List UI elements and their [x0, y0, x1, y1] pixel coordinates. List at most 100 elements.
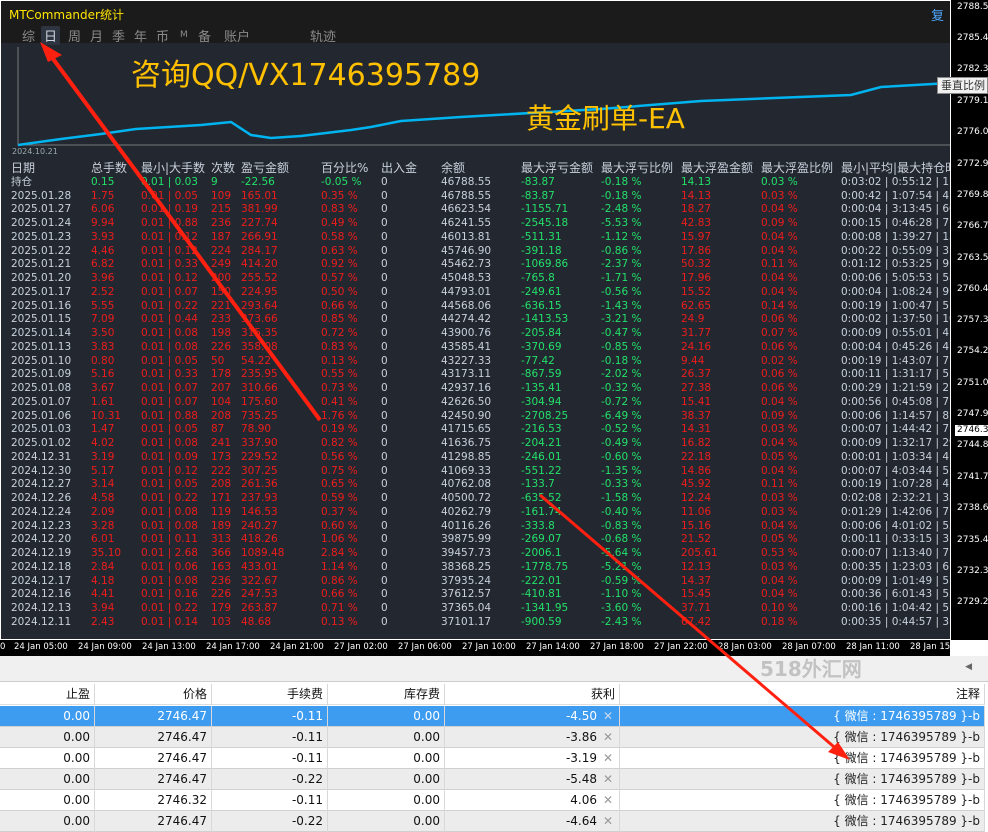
- stats-cell: 0.04 %: [761, 395, 798, 408]
- column-header-4[interactable]: 获利: [445, 684, 620, 705]
- stats-cell: 0: [381, 615, 388, 628]
- stats-cell: 2.84 %: [321, 547, 358, 559]
- tab-5[interactable]: 年: [134, 30, 148, 45]
- stats-cell: 2.09: [91, 505, 115, 518]
- stats-cell: 0: [381, 437, 388, 449]
- stats-cell: 109: [211, 189, 232, 202]
- order-cell: 0.00: [328, 706, 445, 727]
- order-row[interactable]: 0.00 2746.47 -0.22 0.00 -5.48{ 微信 : 17463957…: [0, 769, 985, 790]
- stats-cell: 0.04 %: [761, 574, 798, 587]
- stats-cell: 735.25: [241, 409, 278, 422]
- tab-10[interactable]: 轨迹: [310, 30, 337, 45]
- stats-cell: 10.31: [91, 409, 122, 422]
- stats-cell: 0.58 %: [321, 230, 358, 243]
- fold-icon[interactable]: 复: [931, 9, 945, 24]
- stats-cell: 0:01:29 | 1:42:06 | 7:31: [841, 505, 950, 518]
- stats-cell: 171: [211, 492, 232, 504]
- stats-cell: 2025.01.10: [11, 354, 72, 367]
- time-label: 27 Jan 02:00: [334, 642, 388, 652]
- stats-cell: -511.31: [521, 230, 562, 243]
- stats-cell: 22.18: [681, 450, 712, 463]
- stats-cell: 215: [211, 203, 232, 216]
- order-row[interactable]: 0.00 2746.47 -0.11 0.00 -3.19{ 微信 : 17463957…: [0, 748, 985, 769]
- price-axis[interactable]: 2788.5 2785.4 2782.3 2779.1 2776.0 2772.9 2769…: [950, 0, 988, 640]
- stats-cell: -2.02 %: [601, 368, 642, 381]
- close-order-icon[interactable]: ✕: [603, 709, 614, 723]
- tab-6[interactable]: 币: [156, 30, 170, 45]
- scroll-left-icon[interactable]: ◀: [965, 662, 972, 672]
- tab-2[interactable]: 周: [68, 30, 82, 45]
- price-label: 2785.4: [957, 33, 988, 44]
- stats-cell: 2024.12.13: [11, 602, 72, 614]
- stats-cell: 40116.26: [441, 519, 492, 532]
- stats-cell: 2024.12.26: [11, 492, 72, 504]
- stats-cell: 54.22: [241, 354, 272, 367]
- order-row[interactable]: 0.00 2746.47 -0.22 0.00 -4.64{ 微信 : 17463957…: [0, 811, 985, 832]
- stats-cell: 50: [211, 354, 225, 367]
- column-header-5[interactable]: 注释: [620, 684, 985, 705]
- close-order-icon[interactable]: ✕: [603, 814, 614, 828]
- panel-titlebar: MTCommander统计 复 综日周月季年币 M 备账户 轨迹: [1, 1, 950, 45]
- stats-cell: 0.03 %: [761, 560, 798, 573]
- close-order-icon[interactable]: ✕: [603, 751, 614, 765]
- stats-cell: -0.86 %: [601, 244, 642, 257]
- column-header-1[interactable]: 价格: [95, 684, 212, 705]
- tab-9[interactable]: 账户: [224, 30, 251, 45]
- tab-3[interactable]: 月: [90, 30, 104, 45]
- order-row[interactable]: 0.00 2746.32 -0.11 0.00 4.06{ 微信 : 174639578…: [0, 790, 985, 811]
- stats-cell: -1341.95: [521, 602, 569, 614]
- tab-1[interactable]: 日: [41, 26, 61, 45]
- stats-cell: 87: [211, 423, 225, 436]
- stats-cell: 0:00:11 | 0:33:15 | 3:22: [841, 533, 950, 546]
- order-cell: -0.11: [212, 748, 328, 769]
- stats-cell: 9.44: [681, 354, 705, 367]
- tab-4[interactable]: 季: [112, 30, 126, 45]
- stats-cell: 221: [211, 299, 232, 312]
- stats-cell: 226: [211, 340, 232, 353]
- stats-cell: 222: [211, 464, 232, 477]
- stats-header: 最大浮亏金额: [521, 161, 594, 175]
- tab-0[interactable]: 综: [22, 30, 36, 45]
- stats-cell: 0.80: [91, 354, 115, 367]
- stats-cell: 0.04 %: [761, 437, 798, 449]
- stats-cell: 0.01 | 0.19: [141, 203, 198, 216]
- stats-cell: 0: [381, 203, 388, 216]
- stats-cell: 45048.53: [441, 272, 492, 284]
- column-header-0[interactable]: 止盈: [0, 684, 95, 705]
- tab-8[interactable]: 备: [198, 30, 212, 45]
- close-order-icon[interactable]: ✕: [603, 730, 614, 744]
- stats-header: 总手数: [91, 161, 128, 175]
- column-header-3[interactable]: 库存费: [328, 684, 445, 705]
- stats-cell: 1.76 %: [321, 409, 358, 422]
- column-header-2[interactable]: 手续费: [212, 684, 328, 705]
- stats-cell: 0: [381, 478, 388, 491]
- time-label: 0: [0, 642, 6, 652]
- stats-cell: 0.83 %: [321, 203, 358, 216]
- stats-header: 日期: [11, 161, 36, 175]
- stats-cell: 418.26: [241, 533, 278, 546]
- stats-cell: 0:00:19 | 1:43:07 | 7:22: [841, 354, 950, 367]
- close-order-icon[interactable]: ✕: [603, 772, 614, 786]
- stats-cell: -0.47 %: [601, 327, 642, 339]
- tab-7[interactable]: M: [180, 30, 188, 40]
- stats-cell: -304.94: [521, 395, 562, 408]
- close-order-icon[interactable]: ✕: [603, 793, 614, 807]
- stats-cell: 1.14 %: [321, 560, 358, 573]
- stats-cell: 0.06 %: [761, 313, 798, 326]
- stats-cell: 0.01 | 0.07: [141, 382, 198, 394]
- stats-cell: 0.50 %: [321, 285, 358, 298]
- stats-cell: 39875.99: [441, 533, 492, 546]
- stats-cell: 0.06 %: [761, 340, 798, 353]
- stats-cell: 0.04 %: [761, 203, 798, 216]
- stats-cell: 0: [381, 560, 388, 573]
- stats-cell: -867.59: [521, 368, 562, 381]
- price-label: 2741.7: [957, 471, 988, 482]
- order-row[interactable]: 0.00 2746.47 -0.11 0.00 -4.50{ 微信 : 17463957…: [0, 706, 985, 727]
- time-label: 24 Jan 05:00: [14, 642, 68, 652]
- order-row[interactable]: 0.00 2746.47 -0.11 0.00 -3.86{ 微信 : 17463957…: [0, 727, 985, 748]
- stats-cell: 0:00:35 | 1:23:03 | 6:23: [841, 560, 950, 573]
- stats-cell: 104: [211, 395, 232, 408]
- stats-cell: 15.45: [681, 588, 712, 601]
- stats-cell: 0: [381, 313, 388, 326]
- time-axis[interactable]: 0 24 Jan 05:00 24 Jan 09:00 24 Jan 13:00 24 …: [0, 640, 964, 656]
